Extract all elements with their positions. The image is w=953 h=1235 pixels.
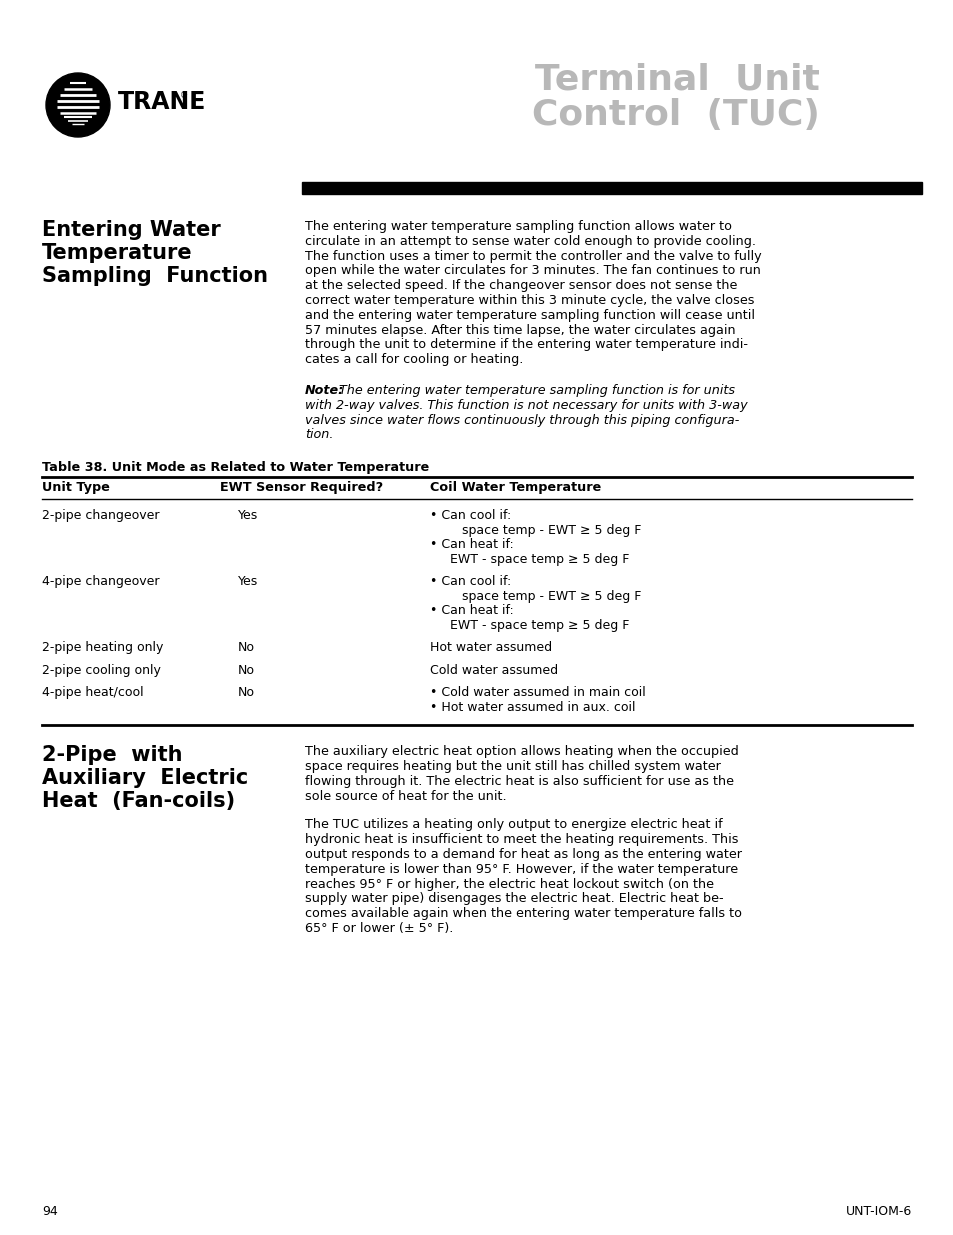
- Text: and the entering water temperature sampling function will cease until: and the entering water temperature sampl…: [305, 309, 754, 322]
- Text: 2-pipe cooling only: 2-pipe cooling only: [42, 663, 161, 677]
- Text: open while the water circulates for 3 minutes. The fan continues to run: open while the water circulates for 3 mi…: [305, 264, 760, 278]
- Text: Auxiliary  Electric: Auxiliary Electric: [42, 768, 248, 788]
- Text: Temperature: Temperature: [42, 243, 193, 263]
- Text: space temp - EWT ≥ 5 deg F: space temp - EWT ≥ 5 deg F: [430, 589, 640, 603]
- Text: comes available again when the entering water temperature falls to: comes available again when the entering …: [305, 908, 741, 920]
- Text: 4-pipe changeover: 4-pipe changeover: [42, 576, 159, 588]
- Text: Yes: Yes: [237, 509, 258, 522]
- Text: cates a call for cooling or heating.: cates a call for cooling or heating.: [305, 353, 523, 367]
- Text: The entering water temperature sampling function allows water to: The entering water temperature sampling …: [305, 220, 731, 233]
- Text: 2-pipe changeover: 2-pipe changeover: [42, 509, 159, 522]
- Text: The TUC utilizes a heating only output to energize electric heat if: The TUC utilizes a heating only output t…: [305, 819, 721, 831]
- Text: 2-pipe heating only: 2-pipe heating only: [42, 641, 163, 655]
- Text: The function uses a timer to permit the controller and the valve to fully: The function uses a timer to permit the …: [305, 249, 760, 263]
- Text: Hot water assumed: Hot water assumed: [430, 641, 552, 655]
- Text: 65° F or lower (± 5° F).: 65° F or lower (± 5° F).: [305, 923, 453, 935]
- Text: ®: ®: [180, 91, 188, 100]
- Text: flowing through it. The electric heat is also sufficient for use as the: flowing through it. The electric heat is…: [305, 774, 733, 788]
- Text: supply water pipe) disengages the electric heat. Electric heat be-: supply water pipe) disengages the electr…: [305, 893, 723, 905]
- Text: with 2-way valves. This function is not necessary for units with 3-way: with 2-way valves. This function is not …: [305, 399, 747, 411]
- Text: hydronic heat is insufficient to meet the heating requirements. This: hydronic heat is insufficient to meet th…: [305, 834, 738, 846]
- Text: UNT-IOM-6: UNT-IOM-6: [845, 1205, 911, 1218]
- Text: valves since water flows continuously through this piping configura-: valves since water flows continuously th…: [305, 414, 739, 426]
- Text: No: No: [237, 687, 254, 699]
- Ellipse shape: [46, 73, 110, 137]
- Text: Yes: Yes: [237, 576, 258, 588]
- Text: Sampling  Function: Sampling Function: [42, 266, 268, 287]
- Text: Control  (TUC): Control (TUC): [532, 98, 820, 132]
- Text: circulate in an attempt to sense water cold enough to provide cooling.: circulate in an attempt to sense water c…: [305, 235, 755, 248]
- Text: • Can cool if:: • Can cool if:: [430, 576, 511, 588]
- Text: • Can heat if:: • Can heat if:: [430, 604, 514, 618]
- Text: Coil Water Temperature: Coil Water Temperature: [430, 482, 600, 494]
- Text: Terminal  Unit: Terminal Unit: [535, 62, 820, 96]
- Bar: [302, 182, 921, 194]
- Text: TRANE: TRANE: [118, 90, 206, 114]
- Text: 4-pipe heat/cool: 4-pipe heat/cool: [42, 687, 144, 699]
- Text: 57 minutes elapse. After this time lapse, the water circulates again: 57 minutes elapse. After this time lapse…: [305, 324, 735, 337]
- Text: EWT Sensor Required?: EWT Sensor Required?: [220, 482, 383, 494]
- Text: EWT - space temp ≥ 5 deg F: EWT - space temp ≥ 5 deg F: [430, 619, 629, 631]
- Text: Note:: Note:: [305, 384, 344, 396]
- Text: reaches 95° F or higher, the electric heat lockout switch (on the: reaches 95° F or higher, the electric he…: [305, 878, 713, 890]
- Text: Table 38. Unit Mode as Related to Water Temperature: Table 38. Unit Mode as Related to Water …: [42, 461, 429, 474]
- Text: correct water temperature within this 3 minute cycle, the valve closes: correct water temperature within this 3 …: [305, 294, 754, 308]
- Text: through the unit to determine if the entering water temperature indi-: through the unit to determine if the ent…: [305, 338, 747, 352]
- Text: space temp - EWT ≥ 5 deg F: space temp - EWT ≥ 5 deg F: [430, 524, 640, 537]
- Text: space requires heating but the unit still has chilled system water: space requires heating but the unit stil…: [305, 760, 720, 773]
- Text: sole source of heat for the unit.: sole source of heat for the unit.: [305, 789, 506, 803]
- Text: Entering Water: Entering Water: [42, 220, 220, 240]
- Text: No: No: [237, 663, 254, 677]
- Text: EWT - space temp ≥ 5 deg F: EWT - space temp ≥ 5 deg F: [430, 553, 629, 566]
- Text: • Hot water assumed in aux. coil: • Hot water assumed in aux. coil: [430, 700, 635, 714]
- Text: Unit Type: Unit Type: [42, 482, 110, 494]
- Text: temperature is lower than 95° F. However, if the water temperature: temperature is lower than 95° F. However…: [305, 863, 738, 876]
- Text: 94: 94: [42, 1205, 58, 1218]
- Text: The entering water temperature sampling function is for units: The entering water temperature sampling …: [335, 384, 734, 396]
- Text: • Can cool if:: • Can cool if:: [430, 509, 511, 522]
- Text: The auxiliary electric heat option allows heating when the occupied: The auxiliary electric heat option allow…: [305, 745, 738, 758]
- Text: • Can heat if:: • Can heat if:: [430, 538, 514, 551]
- Text: output responds to a demand for heat as long as the entering water: output responds to a demand for heat as …: [305, 848, 741, 861]
- Text: • Cold water assumed in main coil: • Cold water assumed in main coil: [430, 687, 645, 699]
- Text: Cold water assumed: Cold water assumed: [430, 663, 558, 677]
- Text: Heat  (Fan-coils): Heat (Fan-coils): [42, 792, 234, 811]
- Text: No: No: [237, 641, 254, 655]
- Text: at the selected speed. If the changeover sensor does not sense the: at the selected speed. If the changeover…: [305, 279, 737, 293]
- Text: tion.: tion.: [305, 429, 333, 441]
- Text: 2-Pipe  with: 2-Pipe with: [42, 745, 182, 766]
